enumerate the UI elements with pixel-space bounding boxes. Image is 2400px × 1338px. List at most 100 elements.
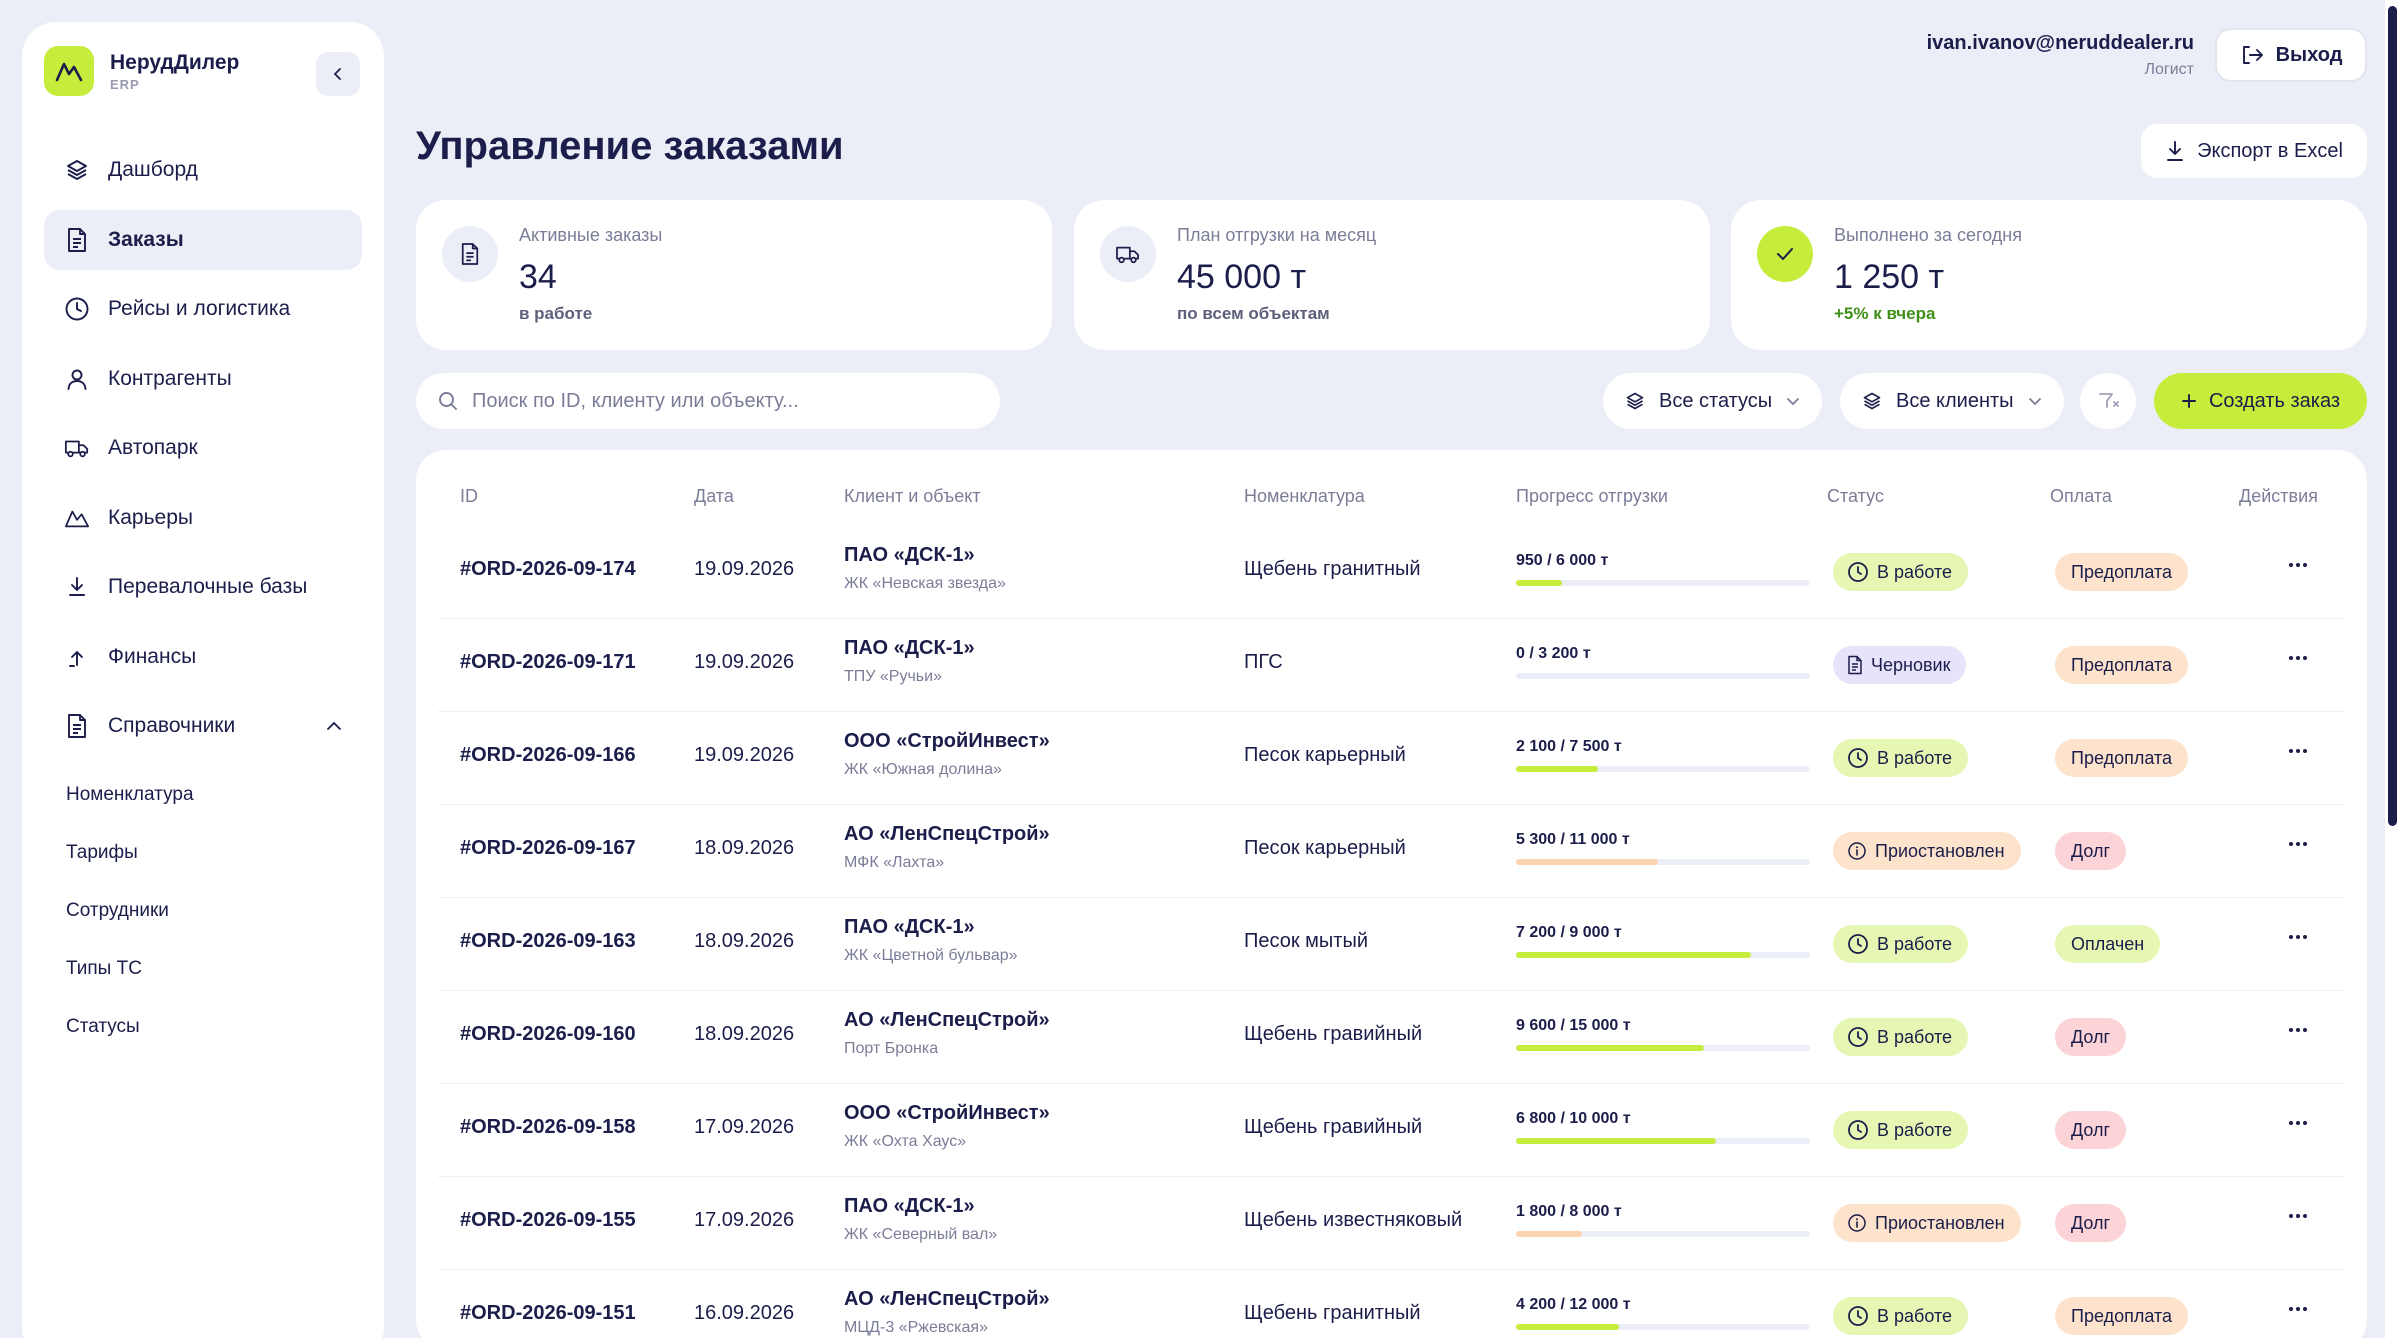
order-id[interactable]: #ORD-2026-09-167 [460,837,636,859]
column-header-progress[interactable]: Прогресс отгрузки [1516,486,1668,506]
submenu-item-employees[interactable]: Сотрудники [66,899,169,921]
sidebar-item-contractors[interactable]: Контрагенты [44,349,362,409]
logout-button[interactable]: Выход [2215,28,2367,82]
brand[interactable]: НерудДилер ERP [44,46,239,96]
export-excel-button[interactable]: Экспорт в Excel [2141,124,2367,178]
row-actions-button[interactable] [2288,1306,2308,1312]
column-header-id[interactable]: ID [460,486,478,506]
clear-filters-button[interactable] [2080,373,2136,429]
more-horizontal-icon [2289,1307,2307,1311]
more-horizontal-icon [2289,935,2307,939]
submenu-item-vehicle-types[interactable]: Типы ТС [66,957,142,979]
collapse-sidebar-button[interactable] [316,52,360,96]
stat-label: Выполнено за сегодня [1834,225,2022,245]
progress-bar-fill [1516,1231,1583,1237]
payment-badge: Предоплата [2055,646,2188,684]
progress-bar-fill [1516,766,1599,772]
status-badge: В работе [1833,1111,1969,1149]
sidebar-item-dashboard[interactable]: Дашборд [44,140,362,200]
clock-icon [1848,562,1868,582]
row-actions-button[interactable] [2288,748,2308,754]
order-id[interactable]: #ORD-2026-09-171 [460,651,636,673]
search-box[interactable] [416,373,1000,429]
column-header-payment[interactable]: Оплата [2050,486,2112,506]
sidebar-item-label: Справочники [108,714,236,737]
submenu-item-nomenclature[interactable]: Номенклатура [66,783,194,805]
clock-icon [1848,1306,1868,1326]
chevron-up-icon[interactable] [326,721,342,731]
client-name[interactable]: ПАО «ДСК-1» [844,1195,975,1217]
submenu-item-tariffs[interactable]: Тарифы [66,841,138,863]
progress-bar [1516,1231,1810,1237]
client-name[interactable]: АО «ЛенСпецСтрой» [844,1288,1050,1310]
row-actions-button[interactable] [2288,1027,2308,1033]
column-header-nomenclature[interactable]: Номенклатура [1244,486,1365,506]
order-id[interactable]: #ORD-2026-09-163 [460,930,636,952]
submenu-item-statuses[interactable]: Статусы [66,1015,140,1037]
progress-bar-fill [1516,580,1563,586]
client-name[interactable]: ПАО «ДСК-1» [844,637,975,659]
shipment-progress: 5 300 / 11 000 т [1516,831,1810,865]
client-object: ТПУ «Ручьи» [844,668,942,685]
page-scrollbar-thumb[interactable] [2388,6,2397,826]
row-actions-button[interactable] [2288,1120,2308,1126]
table-row[interactable]: #ORD-2026-09-167 18.09.2026 АО «ЛенСпецСтр… [438,805,2345,898]
order-id[interactable]: #ORD-2026-09-158 [460,1116,636,1138]
client-name[interactable]: АО «ЛенСпецСтрой» [844,823,1050,845]
table-row[interactable]: #ORD-2026-09-166 19.09.2026 ООО «СтройИнве… [438,712,2345,805]
row-actions-button[interactable] [2288,655,2308,661]
client-filter-dropdown[interactable]: Все клиенты [1840,373,2064,429]
client-cell: ПАО «ДСК-1» ТПУ «Ручьи» [844,637,975,686]
sidebar-item-directories[interactable]: Справочники [44,696,362,756]
payment-label: Долг [2071,840,2111,861]
row-actions-button[interactable] [2288,1213,2308,1219]
create-order-button[interactable]: Создать заказ [2154,373,2367,429]
client-name[interactable]: ООО «СтройИнвест» [844,730,1050,752]
nomenclature: Песок карьерный [1244,744,1406,766]
status-badge: В работе [1833,553,1969,591]
table-row[interactable]: #ORD-2026-09-171 19.09.2026 ПАО «ДСК-1» ТПУ… [438,619,2345,712]
payment-badge: Предоплата [2055,553,2188,591]
row-actions-button[interactable] [2288,934,2308,940]
sidebar-item-label: Автопарк [108,436,198,459]
client-name[interactable]: ПАО «ДСК-1» [844,916,975,938]
stat-card-monthly-plan: План отгрузки на месяц 45 000 т по всем … [1074,200,1710,350]
order-id[interactable]: #ORD-2026-09-160 [460,1023,636,1045]
status-label: Черновик [1871,654,1951,675]
client-name[interactable]: АО «ЛенСпецСтрой» [844,1009,1050,1031]
status-filter-dropdown[interactable]: Все статусы [1603,373,1823,429]
table-row[interactable]: #ORD-2026-09-155 17.09.2026 ПАО «ДСК-1» ЖК … [438,1177,2345,1270]
column-header-status[interactable]: Статус [1827,486,1884,506]
sidebar-item-transfer-bases[interactable]: Перевалочные базы [44,557,362,617]
stat-note: по всем объектам [1177,304,1330,323]
table-row[interactable]: #ORD-2026-09-160 18.09.2026 АО «ЛенСпецСтр… [438,991,2345,1084]
table-row[interactable]: #ORD-2026-09-163 18.09.2026 ПАО «ДСК-1» ЖК … [438,898,2345,991]
table-row[interactable]: #ORD-2026-09-158 17.09.2026 ООО «СтройИнве… [438,1084,2345,1177]
column-header-date[interactable]: Дата [694,486,734,506]
column-header-client[interactable]: Клиент и объект [844,486,981,506]
row-actions-button[interactable] [2288,562,2308,568]
stat-label: План отгрузки на месяц [1177,225,1377,245]
sidebar-item-quarries[interactable]: Карьеры [44,488,362,548]
client-name[interactable]: ООО «СтройИнвест» [844,1102,1050,1124]
layers-icon [64,157,90,183]
order-id[interactable]: #ORD-2026-09-174 [460,558,636,580]
progress-text: 1 800 / 8 000 т [1516,1203,1622,1220]
client-name[interactable]: ПАО «ДСК-1» [844,544,975,566]
progress-bar [1516,766,1810,772]
table-row[interactable]: #ORD-2026-09-151 16.09.2026 АО «ЛенСпецСтр… [438,1270,2345,1338]
client-cell: АО «ЛенСпецСтрой» МЦД-3 «Ржевская» [844,1288,1050,1337]
sidebar-item-trips[interactable]: Рейсы и логистика [44,279,362,339]
order-id[interactable]: #ORD-2026-09-155 [460,1209,636,1231]
sidebar-item-orders[interactable]: Заказы [44,209,362,270]
download-icon [2167,141,2184,161]
sidebar-item-fleet[interactable]: Автопарк [44,418,362,478]
sidebar-item-finance[interactable]: Финансы [44,627,362,687]
order-id[interactable]: #ORD-2026-09-151 [460,1302,636,1324]
row-actions-button[interactable] [2288,841,2308,847]
search-input[interactable] [472,389,972,413]
order-id[interactable]: #ORD-2026-09-166 [460,744,636,766]
table-row[interactable]: #ORD-2026-09-174 19.09.2026 ПАО «ДСК-1» ЖК … [438,526,2345,619]
status-badge: Черновик [1833,646,1967,684]
shipment-progress: 6 800 / 10 000 т [1516,1110,1810,1144]
